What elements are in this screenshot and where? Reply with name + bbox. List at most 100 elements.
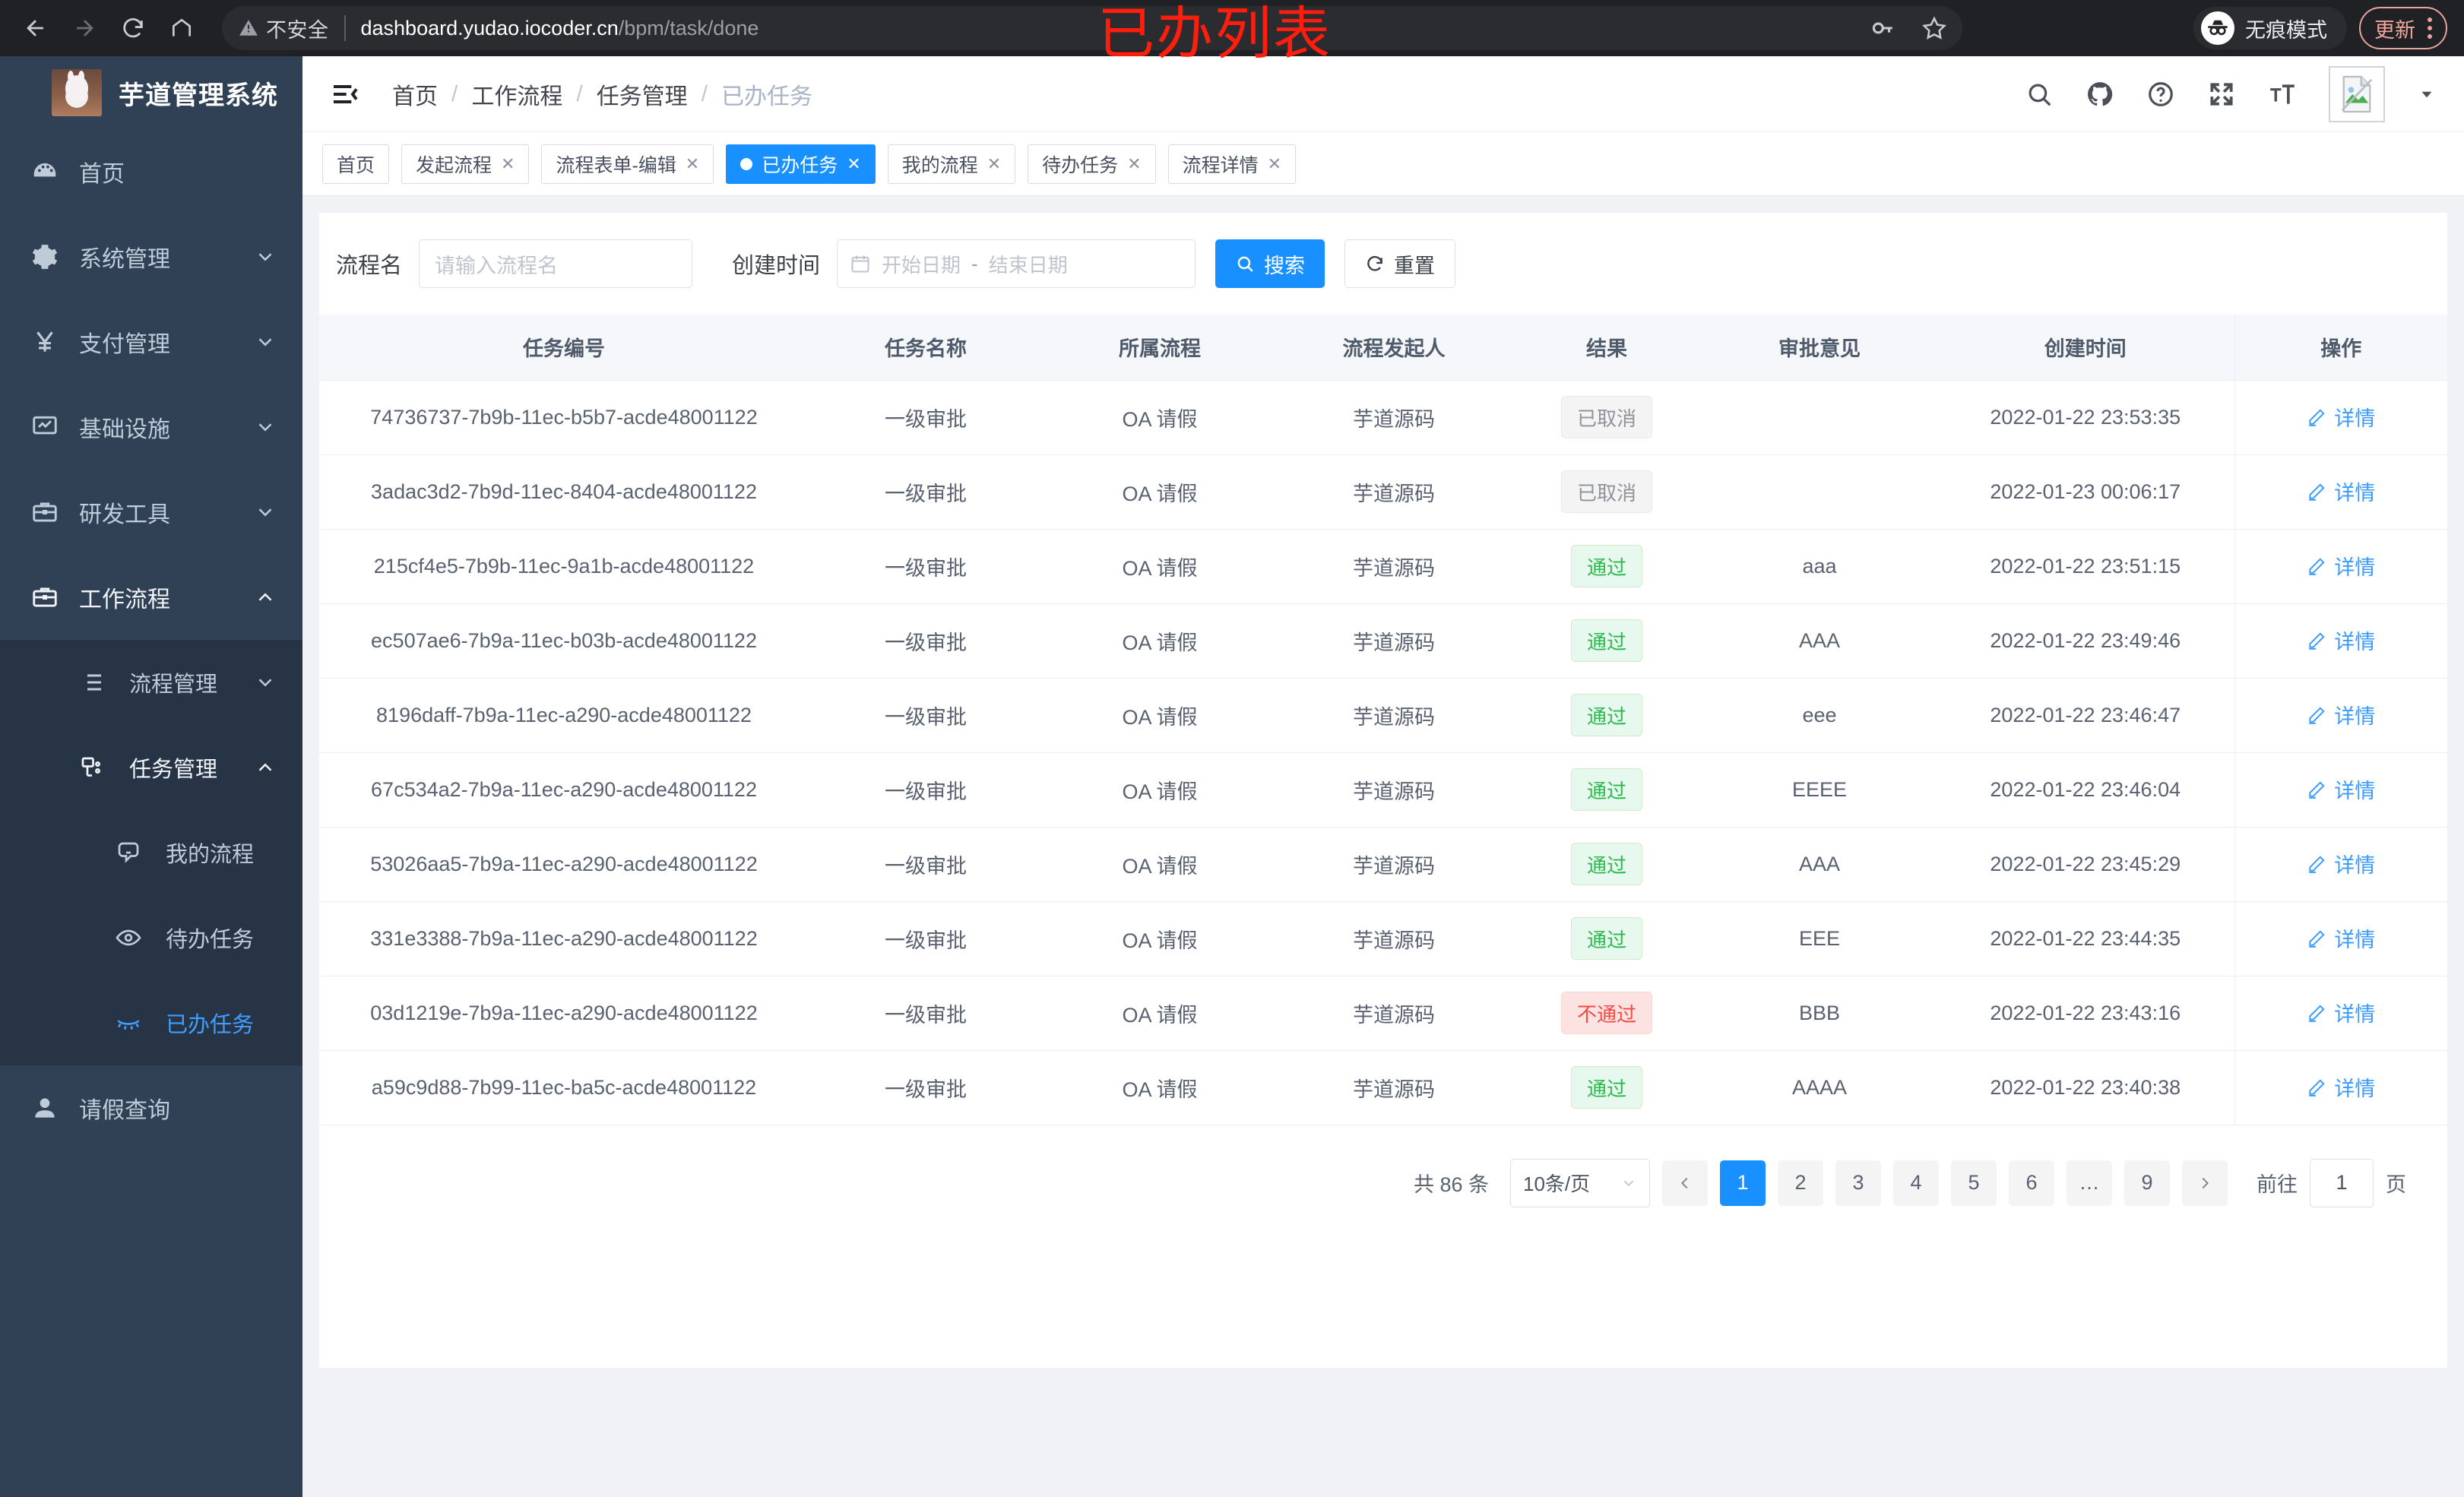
incognito-indicator[interactable]: 无痕模式 xyxy=(2193,7,2347,49)
table-header-row: 任务编号 任务名称 所属流程 流程发起人 结果 审批意见 创建时间 操作 xyxy=(319,315,2447,381)
cell-result: 通过 xyxy=(1511,678,1702,753)
page-number-button[interactable]: 6 xyxy=(2009,1160,2054,1206)
detail-link[interactable]: 详情 xyxy=(2307,551,2375,581)
hamburger-icon[interactable] xyxy=(330,79,360,109)
sidebar-item-workflow[interactable]: 工作流程 xyxy=(0,555,302,640)
detail-link[interactable]: 详情 xyxy=(2307,402,2375,432)
monitor-icon xyxy=(23,413,67,442)
sidebar-item-my-process[interactable]: 我的流程 xyxy=(0,810,302,895)
end-date-placeholder: 结束日期 xyxy=(988,253,1068,277)
create-time-range-input[interactable]: 开始日期 - 结束日期 xyxy=(837,239,1196,288)
tab-my-process[interactable]: 我的流程 ✕ xyxy=(887,144,1016,184)
caret-down-icon[interactable] xyxy=(2417,84,2437,104)
sidebar-item-infrastructure[interactable]: 基础设施 xyxy=(0,385,302,470)
close-icon[interactable]: ✕ xyxy=(847,153,861,173)
cell-operation: 详情 xyxy=(2234,827,2447,902)
detail-link-label: 详情 xyxy=(2334,929,2376,952)
detail-link[interactable]: 详情 xyxy=(2307,476,2375,506)
detail-link[interactable]: 详情 xyxy=(2307,700,2375,730)
cell-comment: eee xyxy=(1702,678,1937,753)
cell-comment: aaa xyxy=(1702,529,1937,604)
cell-initiator: 芋道源码 xyxy=(1277,1050,1511,1125)
prev-page-button[interactable] xyxy=(1662,1160,1708,1206)
close-icon[interactable]: ✕ xyxy=(501,153,515,173)
cell-task-id: 8196daff-7b9a-11ec-a290-acde48001122 xyxy=(319,678,809,753)
edit-pencil-icon xyxy=(2307,407,2326,427)
tab-done-task[interactable]: 已办任务 ✕ xyxy=(726,144,876,184)
forward-arrow-icon[interactable] xyxy=(62,6,106,50)
tab-process-detail[interactable]: 流程详情 ✕ xyxy=(1167,144,1297,184)
cell-comment: AAA xyxy=(1702,827,1937,902)
avatar[interactable] xyxy=(2329,65,2385,122)
breadcrumb-item-home[interactable]: 首页 xyxy=(392,84,438,109)
tab-home[interactable]: 首页 xyxy=(322,144,390,184)
key-icon[interactable] xyxy=(1870,15,1896,41)
tab-start-process[interactable]: 发起流程 ✕ xyxy=(401,144,530,184)
detail-link[interactable]: 详情 xyxy=(2307,625,2375,655)
cell-task-id: 331e3388-7b9a-11ec-a290-acde48001122 xyxy=(319,901,809,976)
sidebar-item-process-manage[interactable]: 流程管理 xyxy=(0,640,302,725)
close-icon[interactable]: ✕ xyxy=(987,153,1002,173)
page-number-button[interactable]: 3 xyxy=(1835,1160,1881,1206)
sidebar-item-leave-query[interactable]: 请假查询 xyxy=(0,1065,302,1150)
detail-link[interactable]: 详情 xyxy=(2307,774,2375,804)
reload-icon[interactable] xyxy=(111,6,155,50)
next-page-button[interactable] xyxy=(2182,1160,2228,1206)
page-number-button[interactable]: 5 xyxy=(1951,1160,1997,1206)
detail-link[interactable]: 详情 xyxy=(2307,849,2375,878)
edit-pencil-icon xyxy=(2307,854,2326,874)
detail-link[interactable]: 详情 xyxy=(2307,923,2375,953)
table-row: 8196daff-7b9a-11ec-a290-acde48001122 一级审批… xyxy=(319,678,2447,753)
brand[interactable]: 芋道管理系统 xyxy=(0,56,302,129)
cell-result: 通过 xyxy=(1511,603,1702,679)
star-icon[interactable] xyxy=(1921,15,1947,41)
breadcrumb-item-task-manage[interactable]: 任务管理 xyxy=(596,84,688,109)
page-size-select[interactable]: 10条/页 xyxy=(1510,1158,1650,1207)
page-number-button[interactable]: 4 xyxy=(1893,1160,1939,1206)
cell-operation: 详情 xyxy=(2234,380,2447,455)
goto-page-input[interactable]: 1 xyxy=(2310,1158,2374,1207)
omnibox-actions xyxy=(1870,6,1947,50)
home-icon[interactable] xyxy=(160,6,204,50)
page-number-button[interactable]: 2 xyxy=(1778,1160,1823,1206)
sidebar-item-home[interactable]: 首页 xyxy=(0,129,302,214)
sidebar-item-task-manage[interactable]: 任务管理 xyxy=(0,725,302,810)
kebab-menu-icon[interactable] xyxy=(2428,17,2432,39)
breadcrumb-item-workflow[interactable]: 工作流程 xyxy=(471,84,563,109)
cell-created: 2022-01-22 23:43:16 xyxy=(1937,976,2234,1051)
sidebar-item-done-task[interactable]: 已办任务 xyxy=(0,980,302,1065)
reset-button[interactable]: 重置 xyxy=(1344,239,1456,288)
github-icon[interactable] xyxy=(2086,80,2114,109)
cell-process: OA 请假 xyxy=(1043,529,1277,604)
cell-task-id: 74736737-7b9b-11ec-b5b7-acde48001122 xyxy=(319,380,809,455)
back-arrow-icon[interactable] xyxy=(14,6,58,50)
page-number-button[interactable]: 9 xyxy=(2124,1160,2170,1206)
sidebar-item-label: 我的流程 xyxy=(166,843,255,867)
close-icon[interactable]: ✕ xyxy=(1267,153,1282,173)
process-name-input[interactable]: 请输入流程名 xyxy=(419,239,693,288)
fullscreen-icon[interactable] xyxy=(2207,80,2236,109)
tab-process-form-edit[interactable]: 流程表单-编辑 ✕ xyxy=(541,144,714,184)
table-row: ec507ae6-7b9a-11ec-b03b-acde48001122 一级审批… xyxy=(319,603,2447,679)
update-button[interactable]: 更新 xyxy=(2359,7,2447,49)
sidebar-item-devtools[interactable]: 研发工具 xyxy=(0,470,302,555)
detail-link[interactable]: 详情 xyxy=(2307,998,2375,1027)
help-icon[interactable] xyxy=(2146,80,2175,109)
cell-task-id: 53026aa5-7b9a-11ec-a290-acde48001122 xyxy=(319,827,809,902)
address-bar[interactable]: 不安全 dashboard.yudao.iocoder.cn/bpm/task/… xyxy=(222,6,1962,50)
cell-operation: 详情 xyxy=(2234,1050,2447,1125)
sidebar-item-system[interactable]: 系统管理 xyxy=(0,214,302,299)
tab-todo-task[interactable]: 待办任务 ✕ xyxy=(1028,144,1156,184)
detail-link[interactable]: 详情 xyxy=(2307,1072,2375,1102)
logo-icon xyxy=(52,69,102,116)
search-button[interactable]: 搜索 xyxy=(1215,239,1325,288)
eye-closed-icon xyxy=(106,1009,150,1037)
page-ellipsis[interactable]: … xyxy=(2067,1160,2112,1206)
search-icon[interactable] xyxy=(2025,80,2054,109)
font-size-icon[interactable] xyxy=(2268,80,2297,109)
close-icon[interactable]: ✕ xyxy=(685,153,700,173)
close-icon[interactable]: ✕ xyxy=(1127,153,1142,173)
sidebar-item-todo-task[interactable]: 待办任务 xyxy=(0,895,302,980)
sidebar-item-payment[interactable]: 支付管理 xyxy=(0,299,302,385)
page-number-button[interactable]: 1 xyxy=(1720,1160,1766,1206)
